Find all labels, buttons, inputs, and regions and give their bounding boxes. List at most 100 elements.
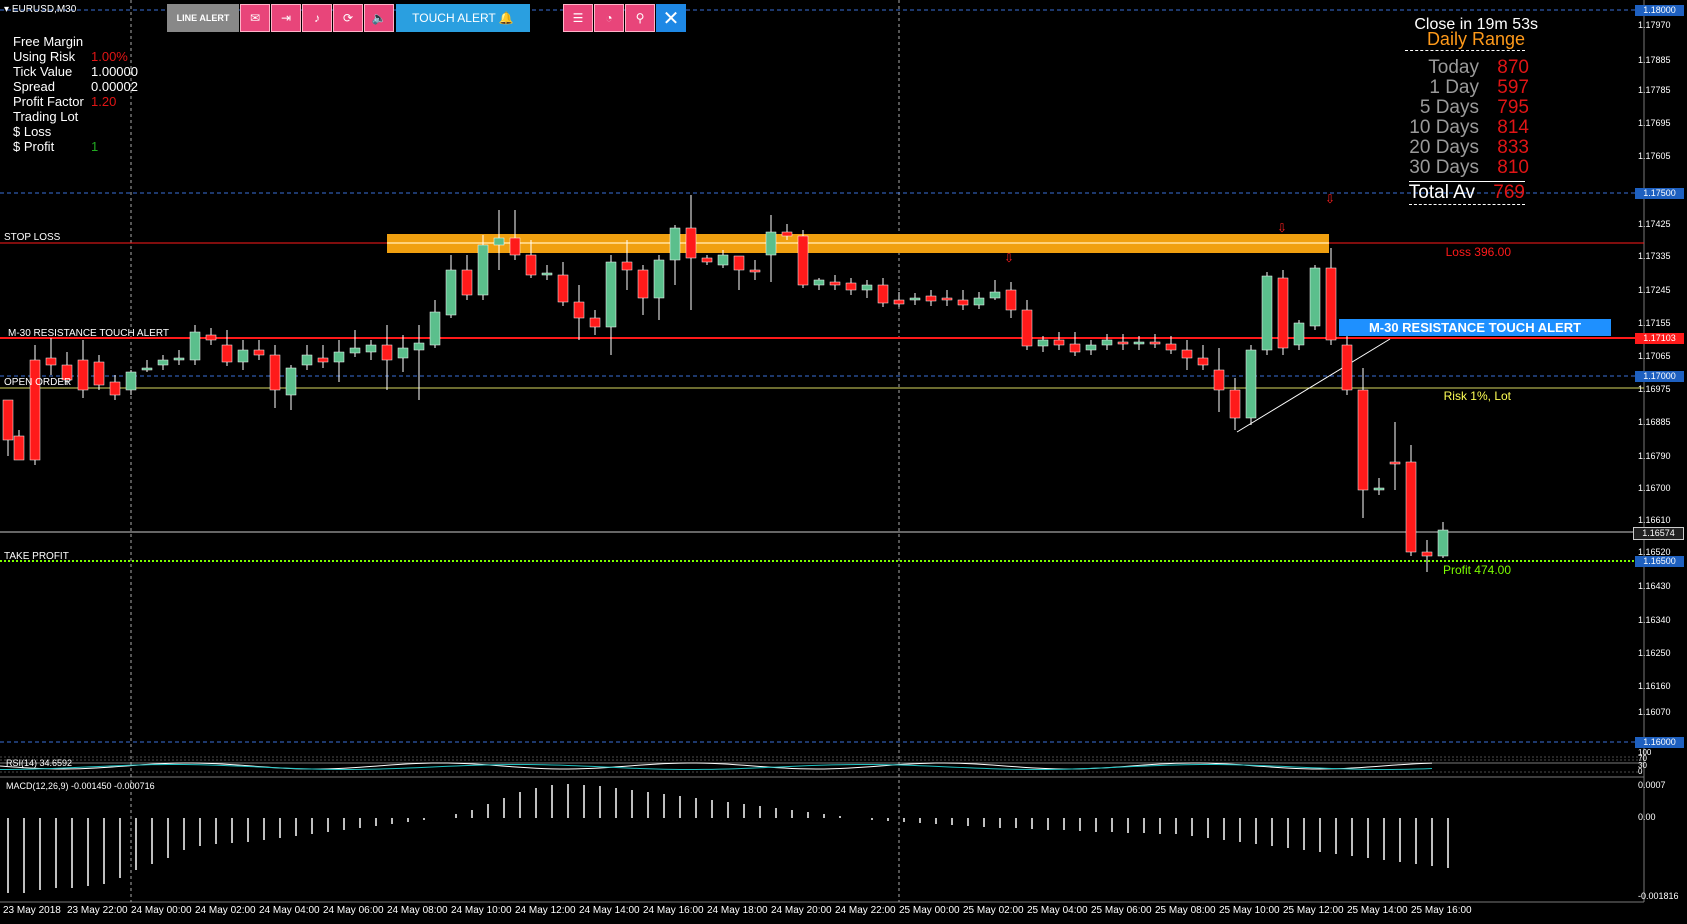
daily-range-row: 30 Days 810 [1409, 158, 1529, 178]
time-tick: 24 May 08:00 [387, 905, 448, 916]
candle-body [349, 347, 361, 354]
price-tick: 1.17245 [1638, 285, 1671, 295]
candle-body [1405, 461, 1417, 553]
candle-body [941, 297, 953, 301]
price-box-take-profit: 1.16500 [1635, 556, 1684, 567]
total-value: 769 [1493, 182, 1525, 203]
touch-alert-button[interactable]: TOUCH ALERT 🔔 [396, 4, 530, 32]
candle-body [445, 269, 457, 316]
time-tick: 24 May 12:00 [515, 905, 576, 916]
daily-range-value: 597 [1497, 77, 1529, 98]
candle-body [1373, 487, 1385, 491]
candle-body [877, 284, 889, 304]
candle-body [2, 399, 14, 441]
candle-body [845, 282, 857, 291]
price-tick: 1.17605 [1638, 151, 1671, 161]
time-tick: 25 May 10:00 [1219, 905, 1280, 916]
daily-range-title: Daily Range [1404, 29, 1525, 51]
candle-body [1197, 357, 1209, 366]
price-tick: 1.17785 [1638, 85, 1671, 95]
candle-body [1213, 369, 1225, 391]
candle-body [1245, 349, 1257, 419]
info-key: $ Loss [13, 124, 52, 139]
candle-body [93, 361, 105, 386]
candle-body [205, 334, 217, 341]
candle-body [541, 272, 553, 276]
refresh-icon[interactable]: ⟳ [333, 4, 363, 32]
time-tick: 24 May 04:00 [259, 905, 320, 916]
list-icon[interactable]: ☰ [563, 4, 593, 32]
info-key: Free Margin [13, 34, 84, 49]
candle-body [45, 357, 57, 366]
candle-body [701, 257, 713, 263]
close-icon[interactable]: ✕ [656, 4, 686, 32]
candle-body [381, 344, 393, 361]
bar-close-timer: Close in 19m 53s [1414, 16, 1538, 33]
candle-body [1005, 289, 1017, 311]
resistance-alert-banner[interactable]: M-30 RESISTANCE TOUCH ALERT [1339, 319, 1611, 336]
daily-range-value: 795 [1497, 97, 1529, 118]
candle-body [253, 349, 265, 356]
line-alert-button[interactable]: LINE ALERT [167, 4, 239, 32]
sell-arrow-icon: ⇩ [1277, 221, 1287, 235]
price-tick: 1.16430 [1638, 581, 1671, 591]
candle-body [1053, 339, 1065, 346]
time-tick: 24 May 22:00 [835, 905, 896, 916]
sell-arrow-icon: ⇩ [1325, 192, 1335, 206]
dropdown-arrow-icon[interactable]: ▾ [4, 4, 10, 15]
rsi-label: RSI(14) 34.6592 [6, 758, 73, 768]
info-value: 1 [91, 139, 99, 154]
candle-body [317, 357, 329, 363]
candle-body [365, 344, 377, 353]
price-tick: 1.17335 [1638, 251, 1671, 261]
price-box-current: 1.16574 [1633, 527, 1684, 540]
candle-body [733, 255, 745, 271]
sound-icon[interactable]: 🔈 [364, 4, 394, 32]
time-tick: 23 May 22:00 [67, 905, 128, 916]
price-box-upper: 1.17500 [1635, 188, 1684, 199]
price-tick: 1.16700 [1638, 483, 1671, 493]
candle-body [685, 227, 697, 259]
price-box-open: 1.17000 [1635, 371, 1684, 382]
candle-body [173, 357, 185, 361]
daily-range-total: Total Av 769 [1408, 181, 1525, 205]
candle-body [1181, 349, 1193, 359]
candle-body [1149, 341, 1161, 345]
candle-body [413, 342, 425, 351]
daily-range-label: 1 Day [1429, 77, 1479, 98]
mail-icon[interactable]: ✉ [240, 4, 270, 32]
clock-icon[interactable]: ◔ [594, 4, 624, 32]
candle-body [1341, 344, 1353, 391]
music-icon[interactable]: ♪ [302, 4, 332, 32]
candle-body [1437, 529, 1449, 557]
candle-body [605, 261, 617, 328]
broom-icon[interactable]: ⚲ [625, 4, 655, 32]
time-tick: 24 May 00:00 [131, 905, 192, 916]
candle-body [1357, 389, 1369, 491]
daily-range-label: 30 Days [1409, 157, 1479, 178]
price-box-top: 1.18000 [1635, 5, 1684, 16]
candle-body [1037, 339, 1049, 347]
time-tick: 25 May 04:00 [1027, 905, 1088, 916]
risk-label: Risk 1%, Lot [1443, 389, 1511, 403]
daily-range-row: 1 Day 597 [1409, 78, 1529, 98]
candle-body [573, 301, 585, 319]
candle-body [989, 291, 1001, 299]
price-tick: 1.16790 [1638, 451, 1671, 461]
info-value: 0.00002 [91, 79, 138, 94]
symbol-label: ▾ EURUSD,M30 [4, 4, 77, 15]
info-key: Trading Lot [13, 109, 79, 124]
candle-body [461, 269, 473, 296]
candle-body [1101, 339, 1113, 346]
price-tick: 1.16070 [1638, 707, 1671, 717]
candle-body [589, 317, 601, 328]
open-order-label: OPEN ORDER [4, 377, 72, 388]
candle-body [509, 237, 521, 256]
candle-body [1261, 275, 1273, 351]
time-tick: 24 May 14:00 [579, 905, 640, 916]
rsi-level: 70 [1638, 754, 1647, 763]
daily-range-value: 833 [1497, 137, 1529, 158]
export-icon[interactable]: ⇥ [271, 4, 301, 32]
candle-body [429, 311, 441, 346]
